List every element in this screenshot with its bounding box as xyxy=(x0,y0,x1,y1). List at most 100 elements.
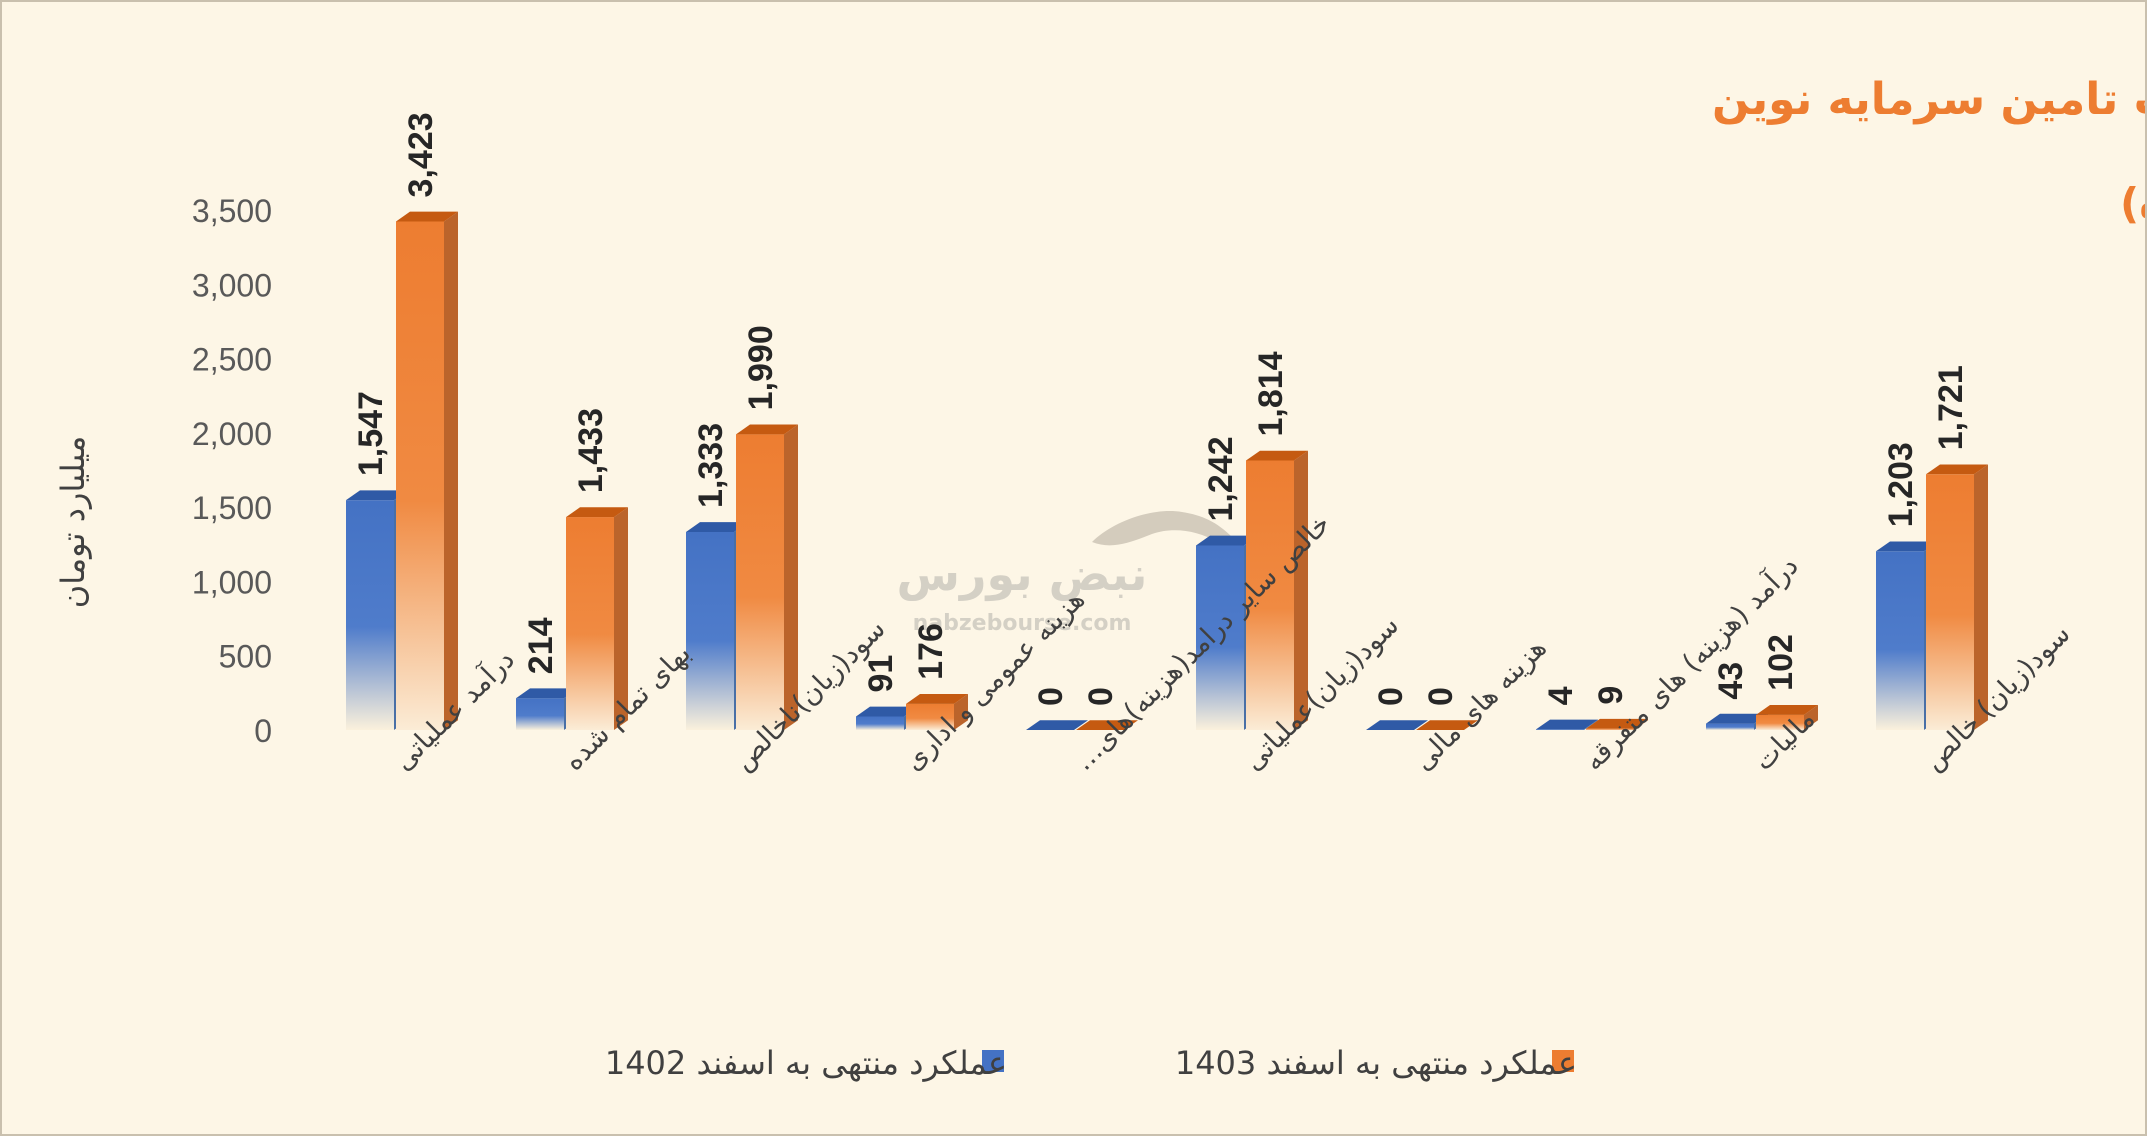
watermark-logo-text: نبض بورس xyxy=(897,547,1148,601)
watermark: نبض بورس nabzebourse.com xyxy=(897,511,1232,636)
bar-top xyxy=(566,507,628,518)
data-label: 1,990 xyxy=(742,325,780,410)
bar-1403-7: 9 xyxy=(1586,686,1648,730)
bar-top xyxy=(1926,464,1988,475)
data-label: 1,242 xyxy=(1202,436,1240,521)
bar-front xyxy=(1536,729,1584,730)
bar-side xyxy=(784,424,798,730)
y-tick-label: 3,500 xyxy=(192,193,272,229)
bar-top xyxy=(906,694,968,704)
bar-1403-6: 0 xyxy=(1416,687,1478,730)
y-axis-ticks: 0 500 1,000 1,500 2,000 2,500 3,000 3,500 xyxy=(192,193,272,749)
bar-front xyxy=(1876,551,1924,730)
bar-front xyxy=(1196,545,1244,730)
bar-1403-3: 176 xyxy=(906,623,968,730)
bar-1403-5: 1,814 xyxy=(1246,351,1308,730)
y-tick-label: 2,500 xyxy=(192,342,272,378)
bar-top xyxy=(1706,713,1768,724)
bar-front xyxy=(346,500,394,730)
bar-front xyxy=(566,517,614,730)
bar-front xyxy=(736,434,784,730)
bar-top xyxy=(856,706,918,717)
legend-label: عملکرد منتهی به اسفند 1403 xyxy=(1175,1044,1577,1082)
bar-front xyxy=(396,221,444,730)
data-label: 9 xyxy=(1592,686,1630,705)
data-label: 43 xyxy=(1712,662,1750,700)
bar-1402-4: 0 xyxy=(1026,687,1088,730)
bar-side xyxy=(1584,719,1598,730)
y-tick-label: 500 xyxy=(219,639,272,675)
bar-side xyxy=(614,507,628,730)
chart-title: شرکت تامین سرمایه نوین xyxy=(1712,74,2145,125)
bar-top xyxy=(1196,535,1258,546)
bar-1403-2: 1,990 xyxy=(736,325,798,730)
data-label: 0 xyxy=(1422,687,1460,706)
bar-top xyxy=(686,522,748,532)
bar-1403-8: 102 xyxy=(1756,634,1818,730)
data-label: 1,721 xyxy=(1932,365,1970,450)
data-label: 0 xyxy=(1372,687,1410,706)
y-tick-label: 0 xyxy=(254,713,272,749)
bar-front xyxy=(516,698,564,730)
data-label: 214 xyxy=(522,617,560,674)
data-label: 3,423 xyxy=(402,112,440,197)
data-label: 91 xyxy=(862,655,900,693)
bar-top xyxy=(1026,720,1088,730)
legend-item-1402: عملکرد منتهی به اسفند 1402 xyxy=(605,1044,1007,1082)
bull-logo-icon xyxy=(1092,511,1232,546)
legend-swatch xyxy=(1552,1050,1574,1072)
data-label: 0 xyxy=(1032,687,1070,706)
bar-front xyxy=(1246,460,1294,730)
bar-top xyxy=(1366,720,1428,730)
bar-top xyxy=(1076,720,1138,730)
bar-top xyxy=(1536,719,1598,730)
bar-side xyxy=(954,694,968,730)
bar-top xyxy=(346,490,408,501)
bar-front xyxy=(1926,474,1974,730)
legend-item-1403: عملکرد منتهی به اسفند 1403 xyxy=(1175,1044,1577,1082)
bar-top xyxy=(1246,450,1308,461)
bar-front xyxy=(686,531,734,730)
bar-side xyxy=(1974,464,1988,730)
bar-1402-6: 0 xyxy=(1366,687,1428,730)
y-axis-label: میلیارد تومان xyxy=(54,436,92,609)
bar-1403-0: 3,423 xyxy=(396,112,458,730)
bar-front xyxy=(1756,714,1804,730)
data-label: 1,814 xyxy=(1252,351,1290,436)
bar-top xyxy=(516,688,578,699)
bar-1403-9: 1,721 xyxy=(1926,365,1988,730)
data-label: 1,333 xyxy=(692,423,730,508)
data-label: 0 xyxy=(1082,687,1120,706)
data-label: 1,433 xyxy=(572,408,610,493)
bar-top xyxy=(396,211,458,222)
y-tick-label: 3,000 xyxy=(192,267,272,303)
legend: عملکرد منتهی به اسفند 1402 عملکرد منتهی ب… xyxy=(605,1044,1577,1082)
bar-top xyxy=(1416,720,1478,730)
data-label: 1,547 xyxy=(352,391,390,476)
bar-top xyxy=(736,424,798,435)
chart-subtitle: صورت های مالی ۱۲ ماهه منتهی به ۱۴۰۳.۱۲.۳… xyxy=(2120,179,2145,229)
legend-label: عملکرد منتهی به اسفند 1402 xyxy=(605,1044,1007,1082)
bar-front xyxy=(856,716,904,730)
y-tick-label: 1,000 xyxy=(192,564,272,600)
bar-front xyxy=(906,703,954,730)
bar-top xyxy=(1586,718,1648,729)
bar-1402-3: 91 xyxy=(856,655,918,730)
bar-1403-1: 1,433 xyxy=(566,408,628,730)
bar-1402-7: 4 xyxy=(1536,686,1598,730)
bar-side xyxy=(1294,450,1308,730)
data-label: 4 xyxy=(1542,686,1580,705)
bar-side xyxy=(1804,705,1818,730)
y-tick-label: 1,500 xyxy=(192,490,272,526)
bar-front xyxy=(1586,728,1634,730)
legend-swatch xyxy=(982,1050,1004,1072)
bar-side xyxy=(1634,718,1648,730)
y-tick-label: 2,000 xyxy=(192,416,272,452)
watermark-url: nabzebourse.com xyxy=(913,611,1132,636)
bar-1403-4: 0 xyxy=(1076,687,1138,730)
data-label: 102 xyxy=(1762,634,1800,691)
data-label: 1,203 xyxy=(1882,442,1920,527)
